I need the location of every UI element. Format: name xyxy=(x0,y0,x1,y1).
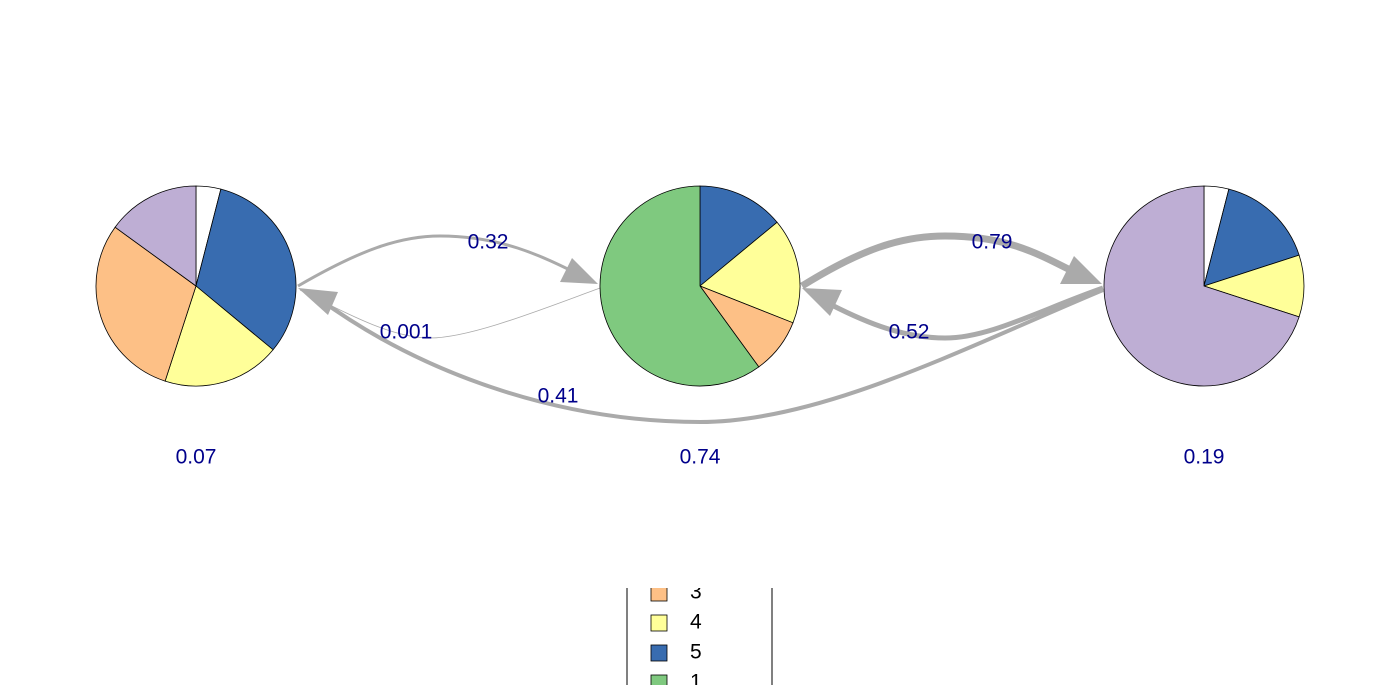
edge xyxy=(316,288,1104,425)
legend-label: 5 xyxy=(690,641,702,664)
edge xyxy=(820,285,1104,341)
edge xyxy=(800,232,1082,289)
pie-slice xyxy=(195,188,297,351)
arrow-head xyxy=(1060,256,1102,284)
arrow-head xyxy=(560,258,598,284)
pie-slice xyxy=(1103,185,1300,387)
node-label: 0.07 xyxy=(176,446,217,469)
legend-swatch xyxy=(650,644,668,662)
arrow-head xyxy=(298,288,338,315)
legend: 3 4 5 1 xyxy=(626,581,773,694)
node-label: 0.74 xyxy=(680,446,721,469)
legend-swatch xyxy=(650,674,668,685)
node-label: 0.19 xyxy=(1184,446,1225,469)
legend-swatch xyxy=(650,614,668,632)
pie-slice xyxy=(1203,188,1300,287)
edge xyxy=(297,234,581,288)
pie-slice xyxy=(599,185,760,387)
arrow-head xyxy=(802,288,842,316)
pie-slice xyxy=(95,226,197,382)
edges xyxy=(297,232,1104,425)
edge-label: 0.32 xyxy=(468,231,509,254)
legend-label: 1 xyxy=(690,671,702,694)
pie-slice xyxy=(699,185,778,287)
pie-slice xyxy=(164,285,274,387)
legend-swatch xyxy=(650,588,668,602)
legend-label: 4 xyxy=(690,611,702,634)
edge-label: 0.001 xyxy=(380,321,433,344)
edge-label: 0.52 xyxy=(889,321,930,344)
edge-label: 0.41 xyxy=(538,385,579,408)
legend-label: 3 xyxy=(690,581,702,604)
edge-label: 0.79 xyxy=(972,231,1013,254)
pies xyxy=(95,185,1305,387)
pie-slice xyxy=(114,185,197,287)
edge xyxy=(299,287,601,339)
pie-slice xyxy=(699,221,801,324)
